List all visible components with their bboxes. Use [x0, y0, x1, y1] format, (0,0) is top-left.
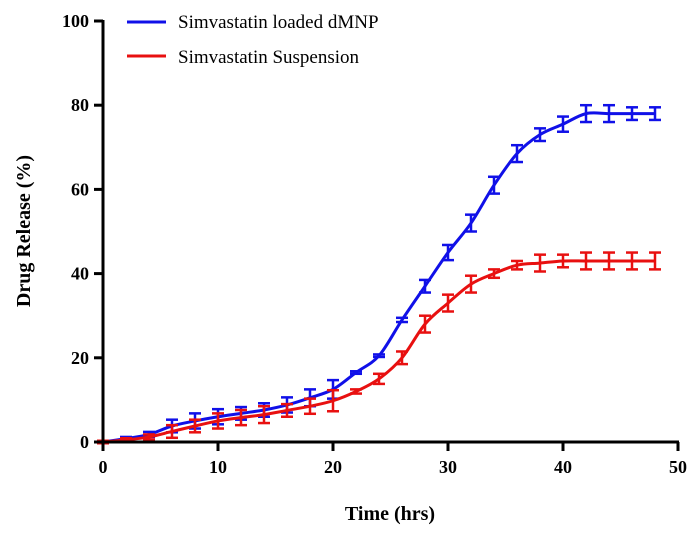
- x-tick-label-5: 50: [669, 457, 687, 477]
- error-bar-0-21: [580, 103, 592, 124]
- error-bar-0-24: [649, 106, 661, 122]
- error-bar-1-9: [304, 397, 316, 416]
- error-bar-0-13: [396, 316, 408, 324]
- y-tick-label-5: 100: [62, 11, 89, 31]
- y-ticks: 0 20 40 60 80 100: [62, 11, 103, 452]
- error-bar-0-19: [534, 127, 546, 143]
- error-bar-0-15: [442, 243, 454, 262]
- x-tick-label-3: 30: [439, 457, 457, 477]
- x-tick-label-4: 40: [554, 457, 572, 477]
- y-tick-label-1: 20: [71, 348, 89, 368]
- series-0: [97, 103, 661, 445]
- error-bar-1-23: [626, 251, 638, 271]
- x-tick-label-1: 10: [209, 457, 227, 477]
- error-bar-1-24: [649, 251, 661, 271]
- series-layer: [97, 103, 661, 445]
- error-bar-1-15: [442, 293, 454, 313]
- error-bar-1-21: [580, 251, 592, 271]
- error-bar-1-5: [212, 412, 224, 430]
- error-bar-1-18: [511, 259, 523, 271]
- legend-label-dmnp: Simvastatin loaded dMNP: [178, 12, 379, 33]
- series-line-0: [102, 111, 655, 444]
- error-bar-1-22: [603, 251, 615, 271]
- error-bar-1-7: [258, 404, 270, 425]
- error-bar-1-20: [557, 253, 569, 269]
- error-bar-0-20: [557, 115, 569, 133]
- error-bar-0-18: [511, 143, 523, 164]
- x-ticks: 0 10 20 30 40 50: [99, 442, 687, 477]
- error-bar-1-19: [534, 253, 546, 273]
- y-tick-label-3: 60: [71, 179, 89, 199]
- error-bar-1-10: [327, 388, 339, 413]
- error-bar-1-8: [281, 402, 293, 418]
- x-axis-label: Time (hrs): [345, 503, 435, 525]
- x-tick-label-0: 0: [99, 457, 108, 477]
- x-tick-label-2: 20: [324, 457, 342, 477]
- y-tick-label-2: 40: [71, 264, 89, 284]
- error-bar-1-16: [465, 274, 477, 294]
- y-tick-label-4: 80: [71, 95, 89, 115]
- error-bar-1-4: [189, 418, 201, 434]
- series-line-1: [102, 259, 656, 444]
- error-bar-0-23: [626, 106, 638, 122]
- error-bar-1-14: [419, 314, 431, 334]
- error-bar-1-6: [235, 408, 247, 427]
- error-bar-1-17: [488, 268, 500, 280]
- error-bar-0-14: [419, 278, 431, 294]
- series-1: [97, 251, 661, 445]
- error-bar-1-13: [396, 350, 408, 366]
- error-bar-0-17: [488, 175, 500, 195]
- error-bar-1-11: [350, 388, 362, 395]
- error-bar-1-12: [373, 372, 385, 386]
- legend-label-suspension: Simvastatin Suspension: [178, 47, 360, 68]
- error-bar-1-2: [143, 433, 155, 441]
- error-bar-0-11: [350, 370, 362, 376]
- y-tick-label-0: 0: [80, 432, 89, 452]
- error-bar-0-16: [465, 213, 477, 233]
- error-bar-1-3: [166, 423, 178, 440]
- legend: Simvastatin loaded dMNP Simvastatin Susp…: [127, 12, 379, 68]
- y-axis-label: Drug Release (%): [13, 155, 35, 307]
- error-bar-0-12: [373, 353, 385, 359]
- error-bar-0-22: [603, 103, 615, 124]
